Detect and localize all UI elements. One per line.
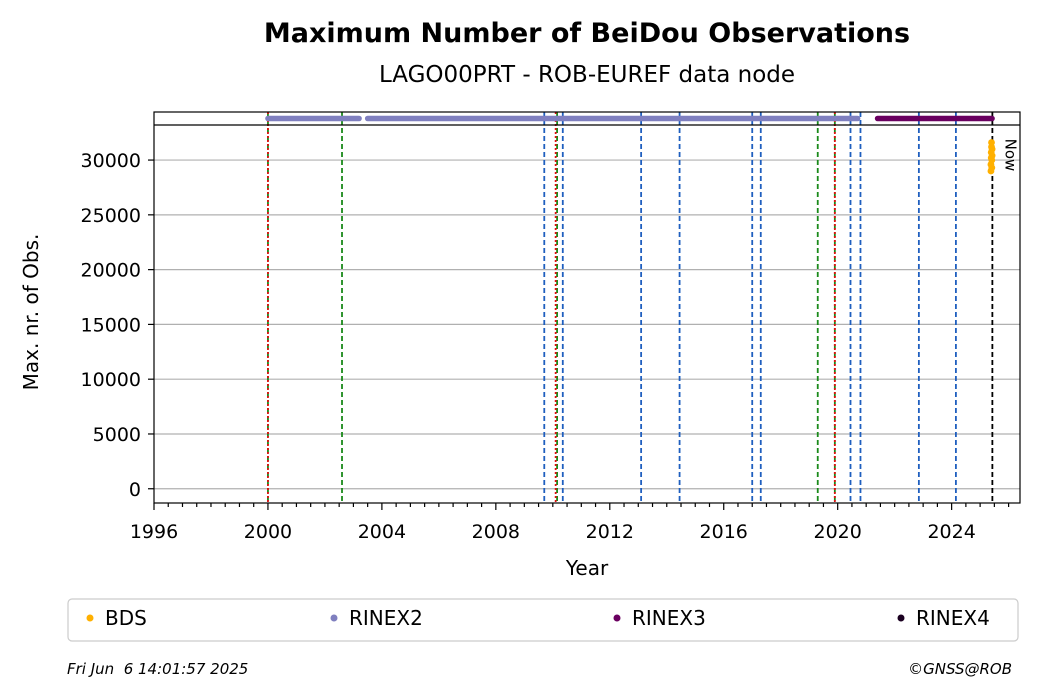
rinex3-legend-label: RINEX3 xyxy=(632,606,706,630)
y-tick-label: 25000 xyxy=(81,205,141,227)
x-tick-label: 2000 xyxy=(244,521,292,543)
legend-box xyxy=(67,598,1019,642)
x-tick-label: 2004 xyxy=(358,521,406,543)
y-tick-label: 10000 xyxy=(81,369,141,391)
data-points xyxy=(987,139,996,175)
x-tick-label: 1996 xyxy=(130,521,178,543)
y-axis-label: Max. nr. of Obs. xyxy=(19,234,43,391)
footer-credit: ©GNSS@ROB xyxy=(908,660,1012,678)
event-lines xyxy=(267,112,994,503)
x-tick-label: 2008 xyxy=(472,521,520,543)
x-tick-label: 2024 xyxy=(927,521,975,543)
rinex4-legend-marker xyxy=(897,614,905,622)
rinex2-legend-label: RINEX2 xyxy=(349,606,423,630)
y-tick-label: 0 xyxy=(129,479,141,501)
plot-frame xyxy=(153,111,1021,504)
x-tick-label: 2012 xyxy=(586,521,634,543)
bds-legend-label: BDS xyxy=(105,606,147,630)
bds-data-point xyxy=(988,164,996,172)
bds-legend-marker xyxy=(86,614,94,622)
rinex2-legend-marker xyxy=(330,614,338,622)
y-tick-label: 20000 xyxy=(81,260,141,282)
rinex3-legend-marker xyxy=(613,614,621,622)
x-tick-label: 2020 xyxy=(814,521,862,543)
chart-title: Maximum Number of BeiDou Observations xyxy=(264,18,910,49)
y-tick-label: 15000 xyxy=(81,314,141,336)
x-tick-label: 2016 xyxy=(700,521,748,543)
bds-data-point xyxy=(988,152,996,160)
x-axis-label: Year xyxy=(565,556,609,580)
y-tick-label: 5000 xyxy=(93,424,141,446)
axis-ticks: 0 5000 10000 15000 20000 25000 30000 1996 2000 20… xyxy=(81,150,1010,543)
now-label: Now xyxy=(1001,139,1019,172)
rinex4-legend-label: RINEX4 xyxy=(916,606,990,630)
y-tick-label: 30000 xyxy=(81,150,141,172)
bds-data-point xyxy=(988,145,996,153)
bds-data-point xyxy=(988,139,995,146)
chart-subtitle: LAGO00PRT - ROB-EUREF data node xyxy=(379,62,795,88)
grid-lines xyxy=(154,159,1020,490)
legend: BDS RINEX2 RINEX3 RINEX4 xyxy=(86,606,990,630)
footer-timestamp: Fri Jun 6 14:01:57 2025 xyxy=(67,660,248,678)
